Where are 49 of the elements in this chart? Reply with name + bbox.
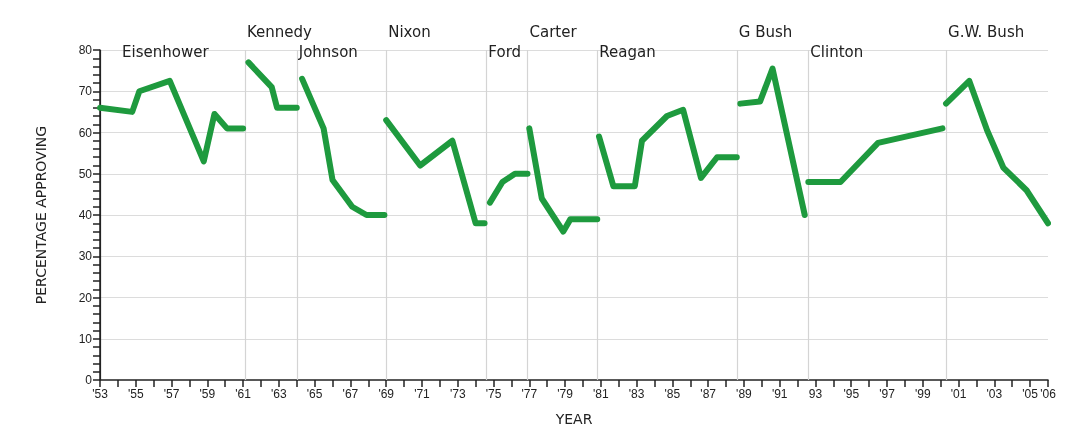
x-tick-label: '79 <box>557 387 574 401</box>
x-tick-label: '05 <box>1022 387 1039 401</box>
y-tick-label: 20 <box>78 290 93 305</box>
x-tick-label: '03 <box>986 387 1003 401</box>
y-tick-label: 80 <box>78 43 93 57</box>
x-axis-title: YEAR <box>554 411 593 427</box>
ref-line-label: G.W. Bush <box>948 22 1025 41</box>
x-tick-label: '75 <box>485 387 502 401</box>
x-tick-label: '99 <box>914 387 931 401</box>
x-tick-label: '95 <box>843 387 860 401</box>
ref-line-label: Kennedy <box>246 22 312 41</box>
x-tick-label: '71 <box>414 387 431 401</box>
y-tick-label: 30 <box>78 249 93 264</box>
x-tick-label: '73 <box>449 387 466 401</box>
x-tick-label: '81 <box>593 387 609 401</box>
ref-line-label: Reagan <box>599 42 656 61</box>
x-tick-label: 93 <box>808 387 823 401</box>
ref-line-label: Eisenhower <box>122 42 210 61</box>
x-tick-label: '59 <box>199 387 216 401</box>
x-tick-label: '55 <box>127 387 144 401</box>
y-tick-label: 10 <box>78 331 93 346</box>
x-tick-label: '85 <box>664 387 681 401</box>
ref-line-label: Nixon <box>388 22 431 41</box>
x-tick-label: '57 <box>163 387 180 401</box>
x-tick-label: '97 <box>879 387 896 401</box>
x-tick-label: '67 <box>342 387 359 401</box>
ref-line-label: Carter <box>529 22 578 41</box>
x-tick-label: '91 <box>771 387 788 401</box>
x-tick-label: '53 <box>92 387 109 401</box>
ref-line-label: Johnson <box>297 42 358 61</box>
y-tick-label: 50 <box>78 166 93 181</box>
x-tick-label: '06 <box>1040 387 1057 401</box>
x-tick-label: '65 <box>306 387 323 401</box>
x-tick-label: '87 <box>700 387 717 401</box>
ref-line-label: Ford <box>488 42 522 61</box>
x-tick-label: '89 <box>736 387 753 401</box>
x-tick-label: '01 <box>950 387 967 401</box>
x-tick-label: '77 <box>521 387 538 401</box>
ref-line-label: G Bush <box>738 22 793 41</box>
y-tick-label: 60 <box>78 125 93 140</box>
y-tick-label: 0 <box>85 373 93 387</box>
x-tick-label: '63 <box>271 387 288 401</box>
x-tick-label: '83 <box>628 387 645 401</box>
y-axis-title: PERCENTAGE APPROVING <box>33 125 49 305</box>
y-tick-label: 40 <box>78 208 93 222</box>
ref-line-label: Clinton <box>810 42 864 61</box>
y-tick-label: 70 <box>78 84 93 99</box>
x-tick-label: '61 <box>235 387 252 401</box>
x-tick-label: '69 <box>378 387 395 401</box>
